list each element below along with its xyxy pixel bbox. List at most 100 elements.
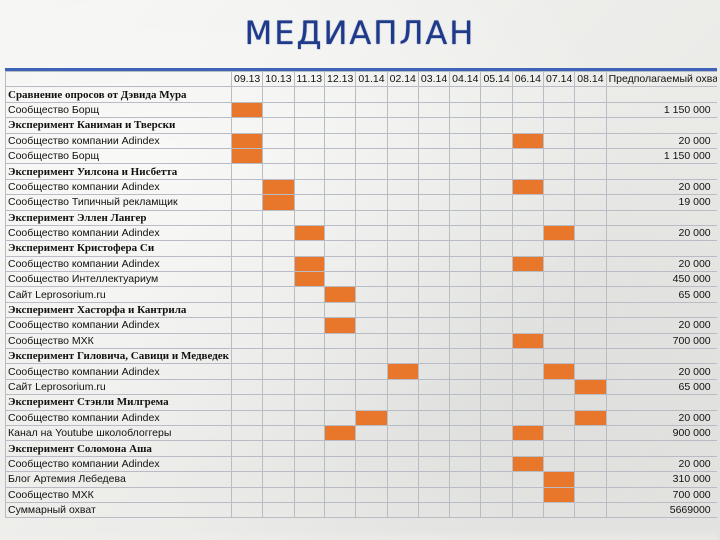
schedule-mark xyxy=(262,178,295,196)
schedule-cell xyxy=(230,378,264,396)
section-title: Эксперимент Гиловича, Савици и Медведек xyxy=(5,348,232,365)
schedule-mark xyxy=(543,224,576,242)
schedule-cell xyxy=(417,117,451,134)
schedule-cell xyxy=(355,255,388,273)
schedule-cell xyxy=(324,255,357,273)
schedule-cell xyxy=(324,132,357,149)
schedule-cell xyxy=(386,394,419,411)
schedule-cell xyxy=(386,440,419,457)
schedule-cell xyxy=(230,117,264,134)
schedule-cell xyxy=(574,132,607,149)
schedule-cell xyxy=(449,501,482,519)
schedule-cell xyxy=(355,286,388,303)
schedule-cell xyxy=(480,317,513,334)
schedule-cell xyxy=(262,117,295,134)
reach-value: 65 000 xyxy=(605,286,717,303)
section-row: Эксперимент Эллен Лангер xyxy=(5,209,717,226)
schedule-cell xyxy=(574,209,607,226)
section-row: Эксперимент Хасторфа и Кантрила xyxy=(5,301,717,319)
month-header: 04.14 xyxy=(449,70,482,88)
schedule-cell xyxy=(449,178,482,196)
schedule-cell xyxy=(386,455,419,473)
schedule-cell xyxy=(574,348,607,365)
schedule-cell xyxy=(543,501,576,519)
schedule-mark xyxy=(293,255,326,273)
schedule-cell xyxy=(543,455,576,473)
schedule-cell xyxy=(574,271,607,288)
schedule-cell xyxy=(355,455,388,473)
schedule-cell xyxy=(386,117,419,134)
section-row: Эксперимент Каниман и Тверски xyxy=(5,117,717,134)
schedule-cell xyxy=(574,255,607,273)
schedule-cell xyxy=(543,209,576,226)
schedule-cell xyxy=(324,409,357,426)
schedule-cell xyxy=(324,101,357,119)
schedule-cell xyxy=(355,224,388,242)
schedule-mark xyxy=(511,424,545,442)
schedule-cell xyxy=(480,286,513,303)
section-title: Эксперимент Стэнли Милгрема xyxy=(5,394,232,411)
schedule-mark xyxy=(511,455,545,473)
schedule-cell xyxy=(480,86,513,103)
schedule-cell xyxy=(543,394,576,411)
schedule-cell xyxy=(324,178,357,196)
schedule-cell xyxy=(262,440,295,457)
schedule-cell xyxy=(355,101,388,119)
schedule-cell xyxy=(480,409,513,426)
schedule-cell xyxy=(324,209,357,226)
schedule-cell xyxy=(511,209,545,226)
schedule-cell xyxy=(355,471,388,488)
schedule-cell xyxy=(355,301,388,319)
schedule-cell xyxy=(355,501,388,519)
page-title: МЕДИАПЛАН xyxy=(244,14,476,52)
reach-value xyxy=(605,209,717,226)
channel-name: Блог Артемия Лебедева xyxy=(5,471,232,488)
schedule-cell xyxy=(324,194,357,211)
schedule-cell xyxy=(262,86,295,103)
schedule-cell xyxy=(262,486,295,503)
month-header: 12.13 xyxy=(324,70,357,88)
schedule-cell xyxy=(449,301,482,319)
table-row: Сообщество МХК 700 000 xyxy=(5,332,717,350)
schedule-cell xyxy=(230,471,264,488)
schedule-cell xyxy=(293,317,326,334)
schedule-cell xyxy=(262,409,295,426)
table-row: Сообщество компании Adindex 20 000 xyxy=(5,132,717,149)
channel-name: Сообщество Борщ xyxy=(5,101,232,119)
section-row: Сравнение опросов от Дэвида Мура xyxy=(5,86,717,103)
schedule-cell xyxy=(574,363,607,380)
schedule-cell xyxy=(449,101,482,119)
channel-name: Сайт Leprosorium.ru xyxy=(5,378,232,396)
schedule-cell xyxy=(417,409,451,426)
reach-value: 20 000 xyxy=(605,409,717,426)
schedule-mark xyxy=(543,471,576,488)
schedule-cell xyxy=(293,301,326,319)
schedule-cell xyxy=(293,240,326,257)
schedule-cell xyxy=(480,147,513,165)
schedule-cell xyxy=(511,86,545,103)
schedule-cell xyxy=(386,178,419,196)
schedule-cell xyxy=(574,178,607,196)
schedule-cell xyxy=(293,394,326,411)
schedule-cell xyxy=(230,363,264,380)
schedule-cell xyxy=(511,317,545,334)
schedule-cell xyxy=(449,224,482,242)
schedule-cell xyxy=(386,86,419,103)
schedule-cell xyxy=(293,194,326,211)
reach-value: 1 150 000 xyxy=(605,101,717,119)
table-row: Сообщество компании Adindex 20 000 xyxy=(5,178,717,196)
schedule-cell xyxy=(574,194,607,211)
schedule-cell xyxy=(386,486,419,503)
schedule-cell xyxy=(386,132,419,149)
schedule-mark xyxy=(355,409,388,426)
schedule-cell xyxy=(262,317,295,334)
mediaplan-table: 09.13 10.13 11.13 12.13 01.14 02.14 03.14 04.14… xyxy=(5,70,717,519)
schedule-cell xyxy=(230,348,264,365)
bottom-fade xyxy=(5,530,717,540)
schedule-mark xyxy=(511,255,545,273)
schedule-cell xyxy=(230,486,264,503)
schedule-cell xyxy=(355,440,388,457)
schedule-cell xyxy=(417,86,451,103)
schedule-cell xyxy=(543,317,576,334)
month-header: 02.14 xyxy=(386,70,419,88)
